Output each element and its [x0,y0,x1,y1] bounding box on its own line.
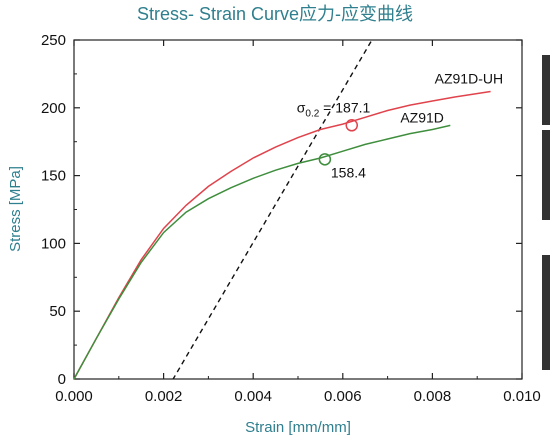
right-edge-mark-3 [542,255,550,370]
plot-area [73,39,523,380]
x-tick-label: 0.000 [55,388,93,405]
x-axis-label: Strain [mm/mm] [245,419,351,436]
y-axis-ticks: 0 50 100 150 200 250 [41,32,522,388]
yield-label-base: 158.4 [331,164,366,180]
right-edge-mark-1 [542,55,550,125]
x-tick-label: 0.006 [324,388,362,405]
y-tick-label: 50 [49,303,66,320]
series-line-az91d-uh [73,90,491,380]
x-tick-label: 0.002 [145,388,183,405]
x-axis-ticks: 0.000 0.002 0.004 0.006 0.008 0.010 [55,40,541,405]
series-label: AZ91D-UH [435,71,503,87]
series-line-az91d [73,124,451,380]
chart-title: Stress- Strain Curve应力-应变曲线 [137,4,413,24]
plot-frame [73,39,523,380]
intersection-marker [318,153,332,166]
series-label: AZ91D [400,109,444,125]
offset-line [172,40,373,379]
y-tick-label: 0 [58,371,66,388]
y-tick-label: 200 [41,100,66,117]
y-axis-label: Stress [MPa] [7,166,24,252]
x-tick-label: 0.008 [414,388,452,405]
x-tick-label: 0.010 [503,388,541,405]
right-edge-mark-2 [542,130,550,220]
annotation-group: σ0.2 = 187.1 158.4 [297,99,371,180]
y-tick-label: 250 [41,32,66,49]
yield-label-uh: σ0.2 = 187.1 [297,99,371,119]
x-tick-label: 0.004 [234,388,272,405]
offset-line-group [172,40,373,379]
intersection-marker [345,119,359,132]
y-tick-label: 100 [41,235,66,252]
series-group: AZ91D-UH AZ91D [73,71,503,380]
y-tick-label: 150 [41,168,66,185]
